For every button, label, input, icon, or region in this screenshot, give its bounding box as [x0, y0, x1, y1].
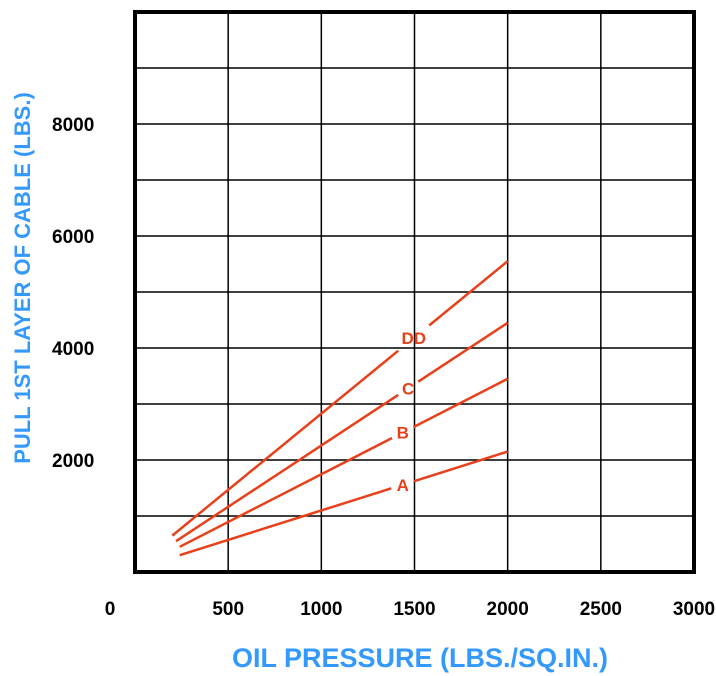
series-label: DD [401, 329, 426, 348]
series-label: A [397, 476, 409, 495]
series-line [179, 436, 393, 548]
x-tick-label: 3000 [673, 599, 715, 620]
plot-frame [133, 10, 696, 574]
x-tick-label: 1000 [300, 599, 342, 620]
series-a: A [179, 450, 509, 557]
series-line [171, 349, 400, 537]
series-b: B [179, 377, 509, 548]
x-tick-label: 500 [212, 599, 244, 620]
series-line [428, 260, 509, 327]
y-axis-title: PULL 1ST LAYER OF CABLE (LBS.) [10, 92, 35, 464]
series-label: C [402, 379, 414, 398]
series-dd: DD [171, 260, 509, 537]
series-c: C [175, 321, 509, 543]
x-tick-labels: 0 500 1000 1500 2000 2500 3000 [105, 599, 715, 620]
y-tick-label: 6000 [52, 227, 94, 248]
y-tick-labels: 2000 4000 6000 8000 [52, 115, 94, 472]
series: A B C DD [171, 260, 509, 557]
x-tick-label: 0 [105, 599, 116, 620]
y-tick-label: 2000 [52, 451, 94, 472]
series-label: B [397, 424, 409, 443]
y-tick-label: 8000 [52, 115, 94, 136]
series-line [413, 450, 509, 483]
x-axis-title: OIL PRESSURE (LBS./SQ.IN.) [232, 643, 608, 673]
grid [135, 12, 694, 572]
series-line [175, 393, 399, 543]
series-line [412, 377, 509, 429]
series-line [417, 321, 509, 383]
x-tick-label: 2500 [580, 599, 622, 620]
x-tick-label: 1500 [393, 599, 435, 620]
y-tick-label: 4000 [52, 339, 94, 360]
x-tick-label: 2000 [487, 599, 529, 620]
series-line [179, 487, 392, 557]
